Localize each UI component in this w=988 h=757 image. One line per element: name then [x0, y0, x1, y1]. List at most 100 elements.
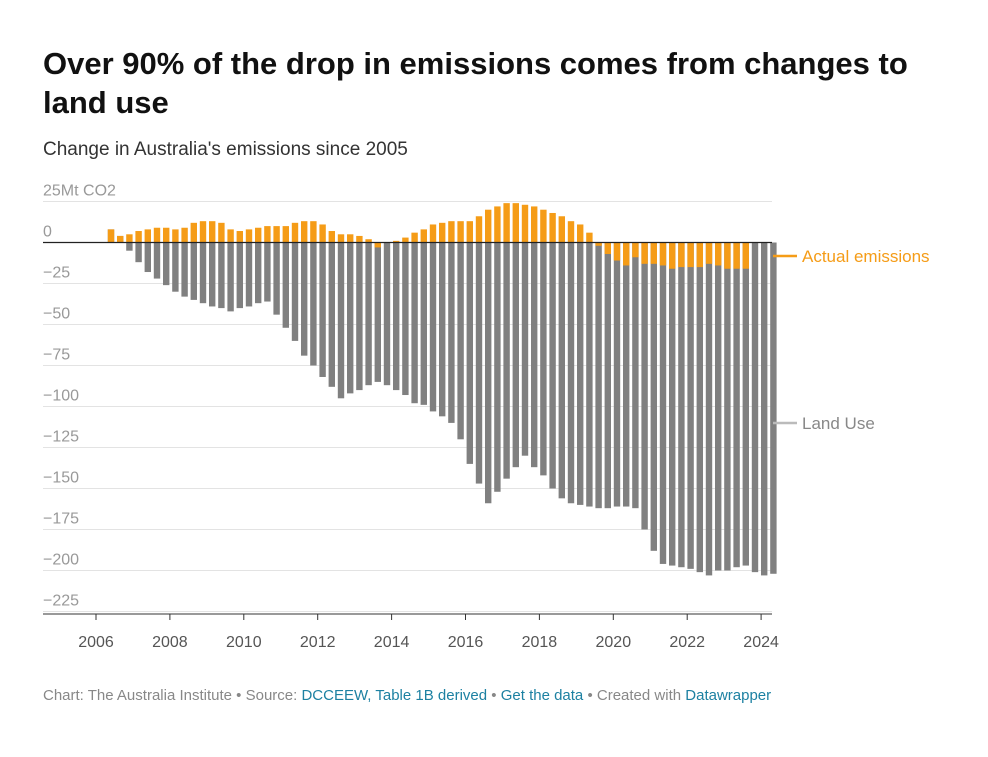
- land-use-bar: [209, 242, 216, 307]
- actual-emissions-bar: [429, 224, 437, 243]
- x-tick-label: 2012: [300, 634, 336, 651]
- actual-emissions-bar: [632, 242, 639, 258]
- x-tick-label: 2014: [374, 634, 410, 651]
- y-tick-label: −175: [43, 511, 79, 528]
- chart-area: 25Mt CO2 0 −25 −50 −75 −100 −125 −150 −175 −200 −2…: [43, 183, 930, 651]
- actual-emissions-bar: [347, 234, 354, 243]
- land-use-bar: [641, 242, 648, 530]
- land-use-bar: [751, 242, 759, 573]
- land-use-bar: [337, 242, 345, 399]
- land-use-bar: [613, 242, 621, 507]
- land-use-label: Land Use: [802, 414, 875, 433]
- land-use-bar: [512, 242, 519, 468]
- separator: •: [491, 687, 497, 704]
- actual-emissions-bar: [126, 234, 133, 243]
- y-tick-label: −125: [43, 429, 79, 446]
- land-use-bar: [604, 242, 611, 509]
- actual-emissions-bar: [245, 229, 253, 243]
- land-use-bar: [457, 242, 464, 440]
- actual-emissions-label: Actual emissions: [802, 247, 930, 266]
- actual-emissions-bar: [218, 222, 225, 243]
- land-use-bar: [503, 242, 510, 479]
- actual-emissions-bar: [549, 212, 556, 243]
- land-use-bar: [567, 242, 575, 504]
- land-use-bar: [301, 242, 308, 356]
- land-use-bar: [310, 242, 317, 366]
- land-use-bar: [393, 242, 400, 391]
- land-use-bar: [623, 242, 630, 507]
- land-use-bar: [227, 242, 234, 312]
- x-tick-label: 2022: [669, 634, 705, 651]
- actual-emissions-bar: [715, 242, 722, 266]
- get-data-link[interactable]: Get the data: [500, 687, 584, 704]
- x-tick-label: 2006: [78, 634, 114, 651]
- actual-emissions-bar: [107, 229, 115, 243]
- land-use-bar: [595, 242, 602, 509]
- actual-emissions-bar: [181, 227, 188, 243]
- land-use-bar: [135, 242, 142, 263]
- land-use-bar: [264, 242, 271, 302]
- land-use-bar: [448, 242, 455, 423]
- land-use-bar: [577, 242, 584, 505]
- land-use-bar: [255, 242, 262, 304]
- source-link[interactable]: DCCEEW, Table 1B derived: [301, 687, 488, 704]
- land-use-bar: [172, 242, 179, 292]
- land-use-bar: [319, 242, 326, 377]
- land-use-bar: [632, 242, 639, 509]
- land-use-bar: [761, 242, 768, 576]
- land-use-bar: [181, 242, 188, 297]
- land-use-bar: [549, 242, 556, 489]
- actual-emissions-bar: [282, 226, 289, 243]
- land-use-bar: [383, 242, 391, 386]
- land-use-bar: [586, 242, 593, 507]
- actual-emissions-bar: [595, 242, 602, 246]
- actual-emissions-bar: [439, 222, 446, 243]
- y-tick-label: −75: [43, 347, 70, 364]
- land-use-bar: [199, 242, 207, 304]
- actual-emissions-bar: [687, 242, 694, 268]
- land-use-bar: [475, 242, 483, 484]
- y-tick-label: −225: [43, 593, 79, 610]
- actual-emissions-bar: [466, 221, 473, 243]
- actual-emissions-bar: [475, 216, 483, 243]
- x-tick-label: 2024: [743, 634, 779, 651]
- land-use-bar: [291, 242, 299, 341]
- x-tick-label: 2016: [448, 634, 484, 651]
- actual-emissions-bar: [641, 242, 648, 264]
- actual-emissions-bar: [227, 229, 234, 243]
- actual-emissions-bar: [411, 232, 418, 243]
- land-use-bar: [678, 242, 685, 568]
- actual-emissions-bar: [365, 239, 372, 243]
- land-use-bar: [687, 242, 694, 569]
- actual-emissions-bar: [586, 232, 593, 243]
- datawrapper-link[interactable]: Datawrapper: [685, 687, 772, 704]
- land-use-bar: [356, 242, 363, 391]
- actual-emissions-bar: [540, 209, 547, 243]
- actual-emissions-bar: [301, 221, 308, 243]
- actual-emissions-bar: [356, 235, 363, 243]
- actual-emissions-bar: [531, 206, 538, 243]
- land-use-bar: [420, 242, 427, 405]
- actual-emissions-bar: [724, 242, 731, 269]
- y-tick-label: −200: [43, 552, 79, 569]
- chart-title: Over 90% of the drop in emissions comes …: [43, 46, 908, 120]
- actual-emissions-bar: [153, 227, 161, 243]
- land-use-bar: [466, 242, 473, 464]
- actual-emissions-bar: [494, 206, 501, 243]
- actual-emissions-bar: [485, 209, 492, 243]
- land-use-bar: [705, 242, 713, 576]
- actual-emissions-bar: [135, 231, 142, 243]
- y-tick-label: 25Mt CO2: [43, 183, 116, 200]
- actual-emissions-bar: [613, 242, 621, 261]
- actual-emissions-bar: [374, 242, 381, 248]
- land-use-bar: [402, 242, 409, 396]
- actual-emissions-bar: [650, 242, 657, 264]
- actual-emissions-bar: [558, 216, 565, 243]
- land-use-bar: [724, 242, 731, 571]
- actual-emissions-bar: [117, 235, 124, 243]
- actual-emissions-bar: [319, 224, 326, 243]
- land-use-bar: [540, 242, 547, 476]
- actual-emissions-bar: [337, 234, 345, 243]
- y-tick-label: −25: [43, 265, 70, 282]
- actual-emissions-bar: [742, 242, 749, 269]
